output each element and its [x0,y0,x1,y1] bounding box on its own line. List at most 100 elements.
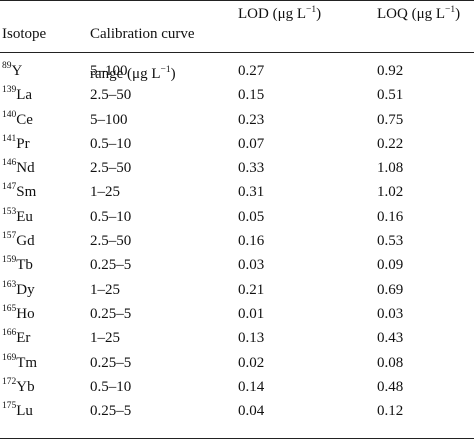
cell-range: 0.5–10 [90,208,132,225]
cell-isotope: 169Tm [2,351,37,375]
isotope-element: Tm [16,354,38,371]
cell-lod: 0.23 [238,111,265,128]
isotope-element: Sm [16,184,37,201]
cell-isotope: 146Nd [2,156,35,180]
isotope-element: Dy [16,281,35,298]
cell-range: 1–25 [90,330,120,347]
cell-isotope: 175Lu [2,399,33,423]
header-range-prefix: range (μg L [90,66,161,82]
header-calibration-range: Calibration curve range (μg L−1) [90,4,195,104]
isotope-mass: 165 [2,303,17,314]
table-top-rule [0,0,474,1]
isotope-mass: 139 [2,85,17,96]
table-row: 139La 2.5–50 0.15 0.51 [0,83,474,107]
isotope-mass: 175 [2,401,17,412]
cell-isotope: 159Tb [2,253,33,277]
cell-loq: 0.09 [377,257,404,274]
header-lod-prefix: LOD (μg L [238,6,307,22]
table-row: 153Eu 0.5–10 0.05 0.16 [0,205,474,229]
isotope-element: Lu [16,403,33,420]
table-row: 157Gd 2.5–50 0.16 0.53 [0,229,474,253]
table-row: 89Y 5–100 0.27 0.92 [0,59,474,83]
cell-loq: 0.69 [377,281,404,298]
header-lod-sup: −1 [306,5,317,15]
cell-loq: 0.92 [377,63,404,79]
table-row: 159Tb 0.25–5 0.03 0.09 [0,253,474,277]
cell-loq: 0.22 [377,135,404,152]
header-loq: LOQ (μg L−1) [377,4,460,24]
isotope-element: Tb [16,257,33,274]
isotope-mass: 172 [2,376,17,387]
cell-loq: 0.03 [377,305,404,322]
isotope-mass: 153 [2,206,17,217]
header-loq-prefix: LOQ (μg L [377,6,446,22]
isotope-mass: 147 [2,182,17,193]
isotope-mass: 146 [2,158,17,169]
cell-isotope: 141Pr [2,132,30,156]
cell-isotope: 172Yb [2,375,35,399]
table-row: 165Ho 0.25–5 0.01 0.03 [0,302,474,326]
cell-loq: 0.75 [377,111,404,128]
cell-loq: 0.53 [377,233,404,250]
cell-lod: 0.13 [238,330,265,347]
isotope-mass: 163 [2,279,17,290]
cell-lod: 0.03 [238,257,265,274]
cell-lod: 0.27 [238,63,265,79]
cell-lod: 0.04 [238,403,265,420]
cell-isotope: 89Y [2,59,22,83]
cell-range: 0.25–5 [90,354,132,371]
cell-loq: 0.12 [377,403,404,420]
cell-loq: 0.16 [377,208,404,225]
isotope-mass: 89 [2,61,12,71]
isotope-mass: 166 [2,328,17,339]
cell-lod: 0.14 [238,378,265,395]
cell-lod: 0.07 [238,135,265,152]
cell-loq: 0.51 [377,87,404,104]
header-range-line2: range (μg L−1) [90,64,195,84]
header-range-suffix: ) [170,66,176,82]
isotope-element: Yb [16,378,35,395]
cell-range: 5–100 [90,111,128,128]
cell-range: 0.25–5 [90,305,132,322]
header-loq-sup: −1 [445,5,456,15]
cell-range: 0.5–10 [90,378,132,395]
isotope-element: Eu [16,208,33,225]
cell-loq: 1.08 [377,160,404,177]
table-row: 147Sm 1–25 0.31 1.02 [0,180,474,204]
table-row: 146Nd 2.5–50 0.33 1.08 [0,156,474,180]
cell-loq: 1.02 [377,184,404,201]
isotope-mass: 141 [2,133,17,144]
header-lod: LOD (μg L−1) [238,4,321,24]
isotope-element: Er [16,330,31,347]
isotope-element: Gd [16,233,35,250]
isotope-mass: 140 [2,109,17,120]
cell-range: 5–100 [90,63,128,79]
cell-range: 2.5–50 [90,160,132,177]
header-loq-suffix: ) [455,6,461,22]
table-row: 172Yb 0.5–10 0.14 0.48 [0,375,474,399]
cell-isotope: 166Er [2,326,30,350]
table-row: 141Pr 0.5–10 0.07 0.22 [0,132,474,156]
cell-range: 1–25 [90,281,120,298]
cell-isotope: 157Gd [2,229,35,253]
isotope-mass: 159 [2,255,17,266]
table-body: 89Y 5–100 0.27 0.92 139La 2.5–50 0.15 0.51 140Ce… [0,59,474,423]
cell-range: 1–25 [90,184,120,201]
cell-isotope: 163Dy [2,278,35,302]
isotope-element: Ho [16,305,35,322]
isotope-mass: 157 [2,231,17,242]
cell-isotope: 147Sm [2,180,36,204]
cell-range: 2.5–50 [90,233,132,250]
cell-range: 0.25–5 [90,257,132,274]
cell-lod: 0.02 [238,354,265,371]
table-row: 175Lu 0.25–5 0.04 0.12 [0,399,474,423]
isotope-mass: 169 [2,352,17,363]
cell-range: 0.5–10 [90,135,132,152]
cell-loq: 0.48 [377,378,404,395]
isotope-element: Pr [16,135,30,152]
isotope-element: La [16,87,33,104]
header-isotope: Isotope [2,4,46,44]
header-isotope-label: Isotope [2,26,47,42]
cell-range: 2.5–50 [90,87,132,104]
cell-lod: 0.15 [238,87,265,104]
